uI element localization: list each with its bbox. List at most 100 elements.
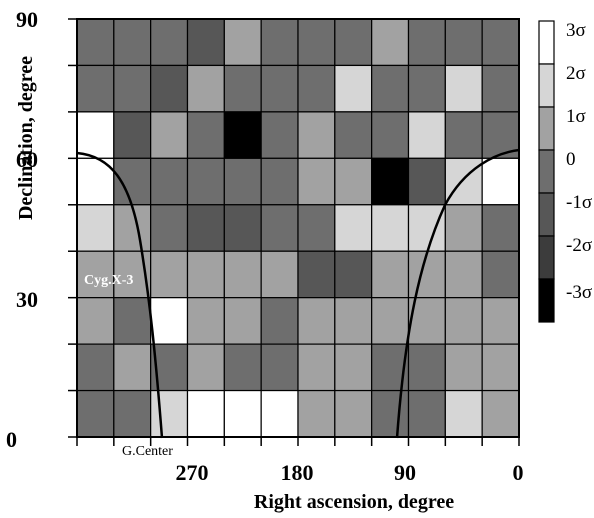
y-tick-60: 60: [16, 147, 38, 172]
heatmap-cell-r6-c5: [260, 297, 299, 345]
heatmap-cell-r5-c5: [260, 250, 299, 299]
colorbar-label-minus3sigma: -3σ: [566, 282, 592, 303]
heatmap-cell-r3-c8: [371, 157, 410, 206]
x-tick-180: 180: [281, 460, 314, 485]
heatmap-cell-r7-c4: [223, 343, 262, 392]
heatmap-cell-r5-c4: [223, 250, 262, 299]
heatmap-cell-r3-c4: [223, 157, 262, 206]
heatmap-cell-r7-c10: [444, 343, 483, 392]
heatmap-cell-r8-c5: [260, 389, 299, 438]
heatmap-cell-r1-c6: [297, 64, 336, 113]
x-tick-0: 0: [513, 460, 524, 485]
heatmap-cell-r0-c4: [223, 18, 262, 67]
colorbar-swatch-1: [538, 63, 555, 108]
heatmap-cell-r8-c10: [444, 389, 483, 438]
heatmap-cells: [76, 18, 520, 438]
heatmap-cell-r5-c11: [481, 250, 520, 299]
axis-ticks: [68, 18, 520, 446]
heatmap-cell-r4-c3: [186, 204, 225, 252]
galactic-plane-curve-left: [76, 151, 164, 439]
heatmap-cell-r4-c0: [76, 204, 115, 252]
colorbar-swatch-0: [538, 20, 555, 65]
heatmap-cell-r8-c9: [407, 389, 446, 438]
heatmap-cell-r5-c2: [150, 250, 189, 299]
heatmap-cell-r5-c9: [407, 250, 446, 299]
heatmap-cell-r0-c2: [150, 18, 189, 67]
heatmap-cell-r2-c9: [407, 111, 446, 159]
colorbar-labels: 3σ 2σ 1σ 0 -1σ -2σ -3σ: [566, 20, 592, 303]
heatmap-cell-r4-c5: [260, 204, 299, 252]
heatmap-cell-r6-c0: [76, 297, 115, 345]
y-tick-90: 90: [16, 7, 38, 32]
heatmap-cell-r5-c10: [444, 250, 483, 299]
heatmap-cell-r6-c4: [223, 297, 262, 345]
heatmap-cell-r7-c11: [481, 343, 520, 392]
heatmap-cell-r2-c1: [113, 111, 152, 159]
colorbar-label-3sigma: 3σ: [566, 20, 586, 41]
colorbar-label-minus1sigma: -1σ: [566, 192, 592, 213]
heatmap-cell-r8-c0: [76, 389, 115, 438]
colorbar-label-minus2sigma: -2σ: [566, 235, 592, 256]
heatmap-cell-r1-c9: [407, 64, 446, 113]
heatmap-cell-r4-c7: [334, 204, 373, 252]
galactic-plane-curve-right: [395, 148, 520, 439]
heatmap-cell-r5-c3: [186, 250, 225, 299]
heatmap-cell-r2-c8: [371, 111, 410, 159]
heatmap-cell-r6-c11: [481, 297, 520, 345]
colorbar-swatch-5: [538, 235, 555, 280]
heatmap-cell-r7-c0: [76, 343, 115, 392]
heatmap-cell-r3-c10: [444, 157, 483, 206]
heatmap-cell-r8-c8: [371, 389, 410, 438]
heatmap-cell-r3-c1: [113, 157, 152, 206]
heatmap-cell-r0-c11: [481, 18, 520, 67]
heatmap-cell-r5-c6: [297, 250, 336, 299]
heatmap-cell-r1-c1: [113, 64, 152, 113]
y-tick-0: 0: [6, 427, 17, 452]
colorbar-swatch-4: [538, 192, 555, 237]
heatmap-cell-r0-c9: [407, 18, 446, 67]
heatmap-cell-r3-c9: [407, 157, 446, 206]
heatmap-cell-r2-c2: [150, 111, 189, 159]
heatmap-cell-r6-c7: [334, 297, 373, 345]
colorbar-swatch-6: [538, 278, 555, 323]
heatmap-cell-r2-c5: [260, 111, 299, 159]
heatmap-cell-r4-c8: [371, 204, 410, 252]
heatmap-cell-r8-c1: [113, 389, 152, 438]
heatmap-cell-r8-c7: [334, 389, 373, 438]
annotation-cyg-x3: Cyg.X-3: [84, 273, 133, 288]
heatmap-cell-r3-c2: [150, 157, 189, 206]
colorbar-label-0: 0: [566, 149, 576, 170]
heatmap-cell-r0-c7: [334, 18, 373, 67]
heatmap-cell-r6-c3: [186, 297, 225, 345]
heatmap-cell-r3-c11: [481, 157, 520, 206]
heatmap-cell-r0-c6: [297, 18, 336, 67]
heatmap-cell-r3-c7: [334, 157, 373, 206]
heatmap-cell-r3-c3: [186, 157, 225, 206]
heatmap-cell-r6-c8: [371, 297, 410, 345]
heatmap-cell-r1-c5: [260, 64, 299, 113]
heatmap-cell-r5-c8: [371, 250, 410, 299]
colorbar-label-2sigma: 2σ: [566, 63, 586, 84]
heatmap-cell-r8-c11: [481, 389, 520, 438]
annotation-galactic-center: G.Center: [122, 444, 173, 459]
heatmap-cell-r4-c2: [150, 204, 189, 252]
x-tick-90: 90: [394, 460, 416, 485]
heatmap-cell-r6-c2: [150, 297, 189, 345]
heatmap-cell-r8-c6: [297, 389, 336, 438]
heatmap-cell-r0-c0: [76, 18, 115, 67]
heatmap-cell-r0-c5: [260, 18, 299, 67]
heatmap-cell-r2-c6: [297, 111, 336, 159]
heatmap-cell-r4-c6: [297, 204, 336, 252]
heatmap-cell-r7-c1: [113, 343, 152, 392]
heatmap-cell-r1-c4: [223, 64, 262, 113]
heatmap-cell-r4-c9: [407, 204, 446, 252]
heatmap-cell-r7-c5: [260, 343, 299, 392]
heatmap-cell-r7-c9: [407, 343, 446, 392]
heatmap-cell-r1-c10: [444, 64, 483, 113]
x-axis-title: Right ascension, degree: [254, 491, 454, 513]
heatmap-cell-r1-c2: [150, 64, 189, 113]
heatmap-cell-r8-c2: [150, 389, 189, 438]
heatmap-cell-r2-c0: [76, 111, 115, 159]
x-tick-270: 270: [176, 460, 209, 485]
